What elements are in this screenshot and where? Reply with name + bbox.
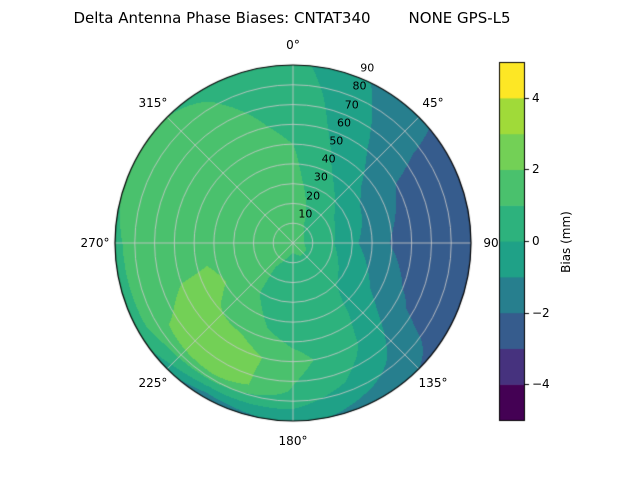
radial-tick-label: 30 — [313, 170, 328, 184]
radial-tick-label: 40 — [321, 152, 336, 166]
colorbar-tick-label: −2 — [532, 305, 550, 320]
colorbar-label: Bias (mm) — [559, 211, 573, 273]
chart-title-signal: NONE GPS-L5 — [408, 9, 511, 27]
angle-tick-label: 315° — [138, 95, 168, 110]
colorbar-tick-label: −4 — [532, 377, 550, 392]
angle-tick-label: 135° — [418, 376, 448, 390]
angle-tick-label: 180° — [278, 434, 308, 448]
angle-tick-label: 45° — [422, 95, 444, 110]
radial-tick-label: 20 — [306, 189, 321, 203]
colorbar-tick-label: 0 — [532, 234, 540, 248]
radial-tick-label: 10 — [298, 207, 313, 221]
angle-tick-label: 90 — [483, 236, 499, 250]
radial-tick-label: 70 — [344, 98, 359, 111]
chart-title-station: Delta Antenna Phase Biases: CNTAT340 — [73, 9, 371, 27]
radial-tick-label: 50 — [329, 134, 344, 148]
colorbar-tick-label: 4 — [532, 90, 540, 105]
angle-tick-label: 225° — [138, 376, 168, 390]
chart-title: Delta Antenna Phase Biases: CNTAT340 NON… — [73, 9, 510, 27]
colorbar-tick-label: 2 — [532, 162, 540, 177]
radial-tick-label: 60 — [337, 116, 352, 130]
angle-tick-label: 270° — [80, 236, 110, 250]
radial-tick-label: 90 — [360, 61, 375, 75]
radial-tick-label: 80 — [352, 79, 367, 93]
angle-tick-label: 0° — [286, 38, 300, 52]
